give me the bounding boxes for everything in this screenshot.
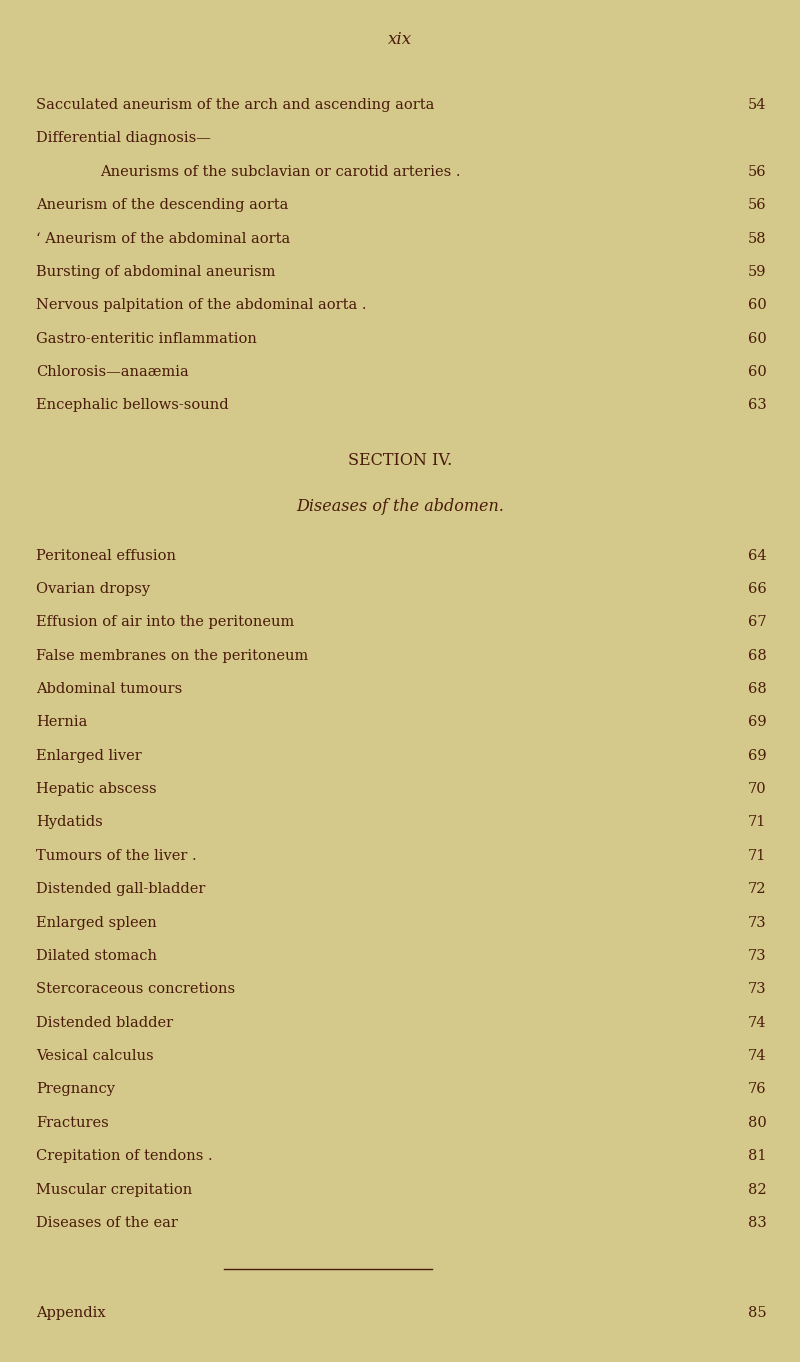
Text: Ovarian dropsy: Ovarian dropsy [36, 582, 150, 597]
Text: Sacculated aneurism of the arch and ascending aorta: Sacculated aneurism of the arch and asce… [36, 98, 434, 112]
Text: Enlarged spleen: Enlarged spleen [36, 915, 157, 930]
Text: 85: 85 [748, 1306, 766, 1320]
Text: 74: 74 [748, 1016, 766, 1030]
Text: 66: 66 [748, 582, 766, 597]
Text: 59: 59 [748, 264, 766, 279]
Text: Encephalic bellows-sound: Encephalic bellows-sound [36, 398, 229, 413]
Text: Gastro-enteritic inflammation: Gastro-enteritic inflammation [36, 331, 257, 346]
Text: 60: 60 [748, 331, 766, 346]
Text: 76: 76 [748, 1083, 766, 1096]
Text: 56: 56 [748, 199, 766, 212]
Text: 72: 72 [748, 883, 766, 896]
Text: SECTION IV.: SECTION IV. [348, 452, 452, 469]
Text: Diseases of the ear: Diseases of the ear [36, 1216, 178, 1230]
Text: 82: 82 [748, 1182, 766, 1197]
Text: 73: 73 [748, 982, 766, 997]
Text: Distended bladder: Distended bladder [36, 1016, 173, 1030]
Text: 68: 68 [748, 682, 766, 696]
Text: Hydatids: Hydatids [36, 816, 102, 829]
Text: Dilated stomach: Dilated stomach [36, 949, 157, 963]
Text: Enlarged liver: Enlarged liver [36, 749, 142, 763]
Text: Stercoraceous concretions: Stercoraceous concretions [36, 982, 235, 997]
Text: Vesical calculus: Vesical calculus [36, 1049, 154, 1064]
Text: 73: 73 [748, 915, 766, 930]
Text: 64: 64 [748, 549, 766, 563]
Text: 70: 70 [748, 782, 766, 797]
Text: xix: xix [388, 31, 412, 48]
Text: Bursting of abdominal aneurism: Bursting of abdominal aneurism [36, 264, 275, 279]
Text: 81: 81 [748, 1150, 766, 1163]
Text: Nervous palpitation of the abdominal aorta .: Nervous palpitation of the abdominal aor… [36, 298, 366, 312]
Text: Aneurism of the descending aorta: Aneurism of the descending aorta [36, 199, 288, 212]
Text: 83: 83 [748, 1216, 766, 1230]
Text: 60: 60 [748, 365, 766, 379]
Text: 56: 56 [748, 165, 766, 178]
Text: 68: 68 [748, 648, 766, 663]
Text: Muscular crepitation: Muscular crepitation [36, 1182, 192, 1197]
Text: 67: 67 [748, 616, 766, 629]
Text: 69: 69 [748, 715, 766, 730]
Text: False membranes on the peritoneum: False membranes on the peritoneum [36, 648, 308, 663]
Text: 60: 60 [748, 298, 766, 312]
Text: Diseases of the abdomen.: Diseases of the abdomen. [296, 498, 504, 515]
Text: 71: 71 [748, 849, 766, 864]
Text: Differential diagnosis—: Differential diagnosis— [36, 132, 211, 146]
Text: Pregnancy: Pregnancy [36, 1083, 115, 1096]
Text: Tumours of the liver .: Tumours of the liver . [36, 849, 197, 864]
Text: Crepitation of tendons .: Crepitation of tendons . [36, 1150, 213, 1163]
Text: 73: 73 [748, 949, 766, 963]
Text: Appendix: Appendix [36, 1306, 106, 1320]
Text: Distended gall-bladder: Distended gall-bladder [36, 883, 206, 896]
Text: 74: 74 [748, 1049, 766, 1064]
Text: Abdominal tumours: Abdominal tumours [36, 682, 182, 696]
Text: Effusion of air into the peritoneum: Effusion of air into the peritoneum [36, 616, 294, 629]
Text: 58: 58 [748, 232, 766, 245]
Text: 80: 80 [748, 1115, 766, 1130]
Text: Aneurisms of the subclavian or carotid arteries .: Aneurisms of the subclavian or carotid a… [100, 165, 461, 178]
Text: Peritoneal effusion: Peritoneal effusion [36, 549, 176, 563]
Text: 63: 63 [748, 398, 766, 413]
Text: 54: 54 [748, 98, 766, 112]
Text: Hepatic abscess: Hepatic abscess [36, 782, 157, 797]
Text: Hernia: Hernia [36, 715, 87, 730]
Text: Chlorosis—anaæmia: Chlorosis—anaæmia [36, 365, 189, 379]
Text: 69: 69 [748, 749, 766, 763]
Text: 71: 71 [748, 816, 766, 829]
Text: Fractures: Fractures [36, 1115, 109, 1130]
Text: ‘ Aneurism of the abdominal aorta: ‘ Aneurism of the abdominal aorta [36, 232, 290, 245]
